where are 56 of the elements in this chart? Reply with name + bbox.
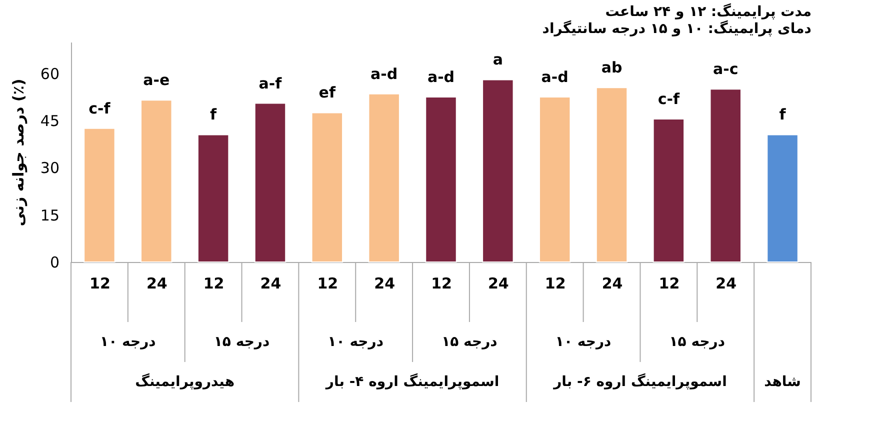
y-tick-label: 60 (40, 64, 60, 83)
text: اسموپرایمینگ اروه ۴- بار (324, 373, 500, 390)
bar (140, 100, 172, 262)
data-label: ab (601, 58, 622, 77)
x-tick-label: 12 (90, 274, 110, 292)
data-label: a-f (258, 74, 282, 92)
data-label: c-f (88, 99, 111, 118)
data-label: a-d (370, 64, 398, 83)
text: ۱۵ درجه (214, 334, 270, 350)
text: اسموپرایمینگ اروه ۶- بار (552, 373, 727, 390)
text: ۱۵ درجه (442, 334, 498, 350)
bar (311, 112, 344, 262)
text: هیدروپرایمینگ (135, 373, 235, 390)
x-tick-label: 24 (602, 274, 623, 292)
x-tick-label: 24 (260, 274, 282, 292)
x-tick-label: 24 (488, 274, 509, 292)
text: ۱۵ درجه (669, 334, 726, 350)
text: شاهد (764, 374, 801, 390)
data-label: c-f (658, 90, 680, 108)
bar (710, 88, 742, 262)
y-axis-title: درصد جوانه زنی (٪) (9, 78, 28, 226)
x-tick-label: 12 (203, 274, 224, 292)
y-tick-label: 45 (40, 112, 60, 130)
data-label: a-e (143, 71, 170, 90)
x-tick-label: 24 (146, 274, 168, 292)
text: ۱۰ درجه (555, 334, 612, 350)
chart-title: مدت پرایمینگ: ۱۲ و ۲۴ ساعت (605, 3, 812, 20)
data-label: a (492, 50, 503, 69)
text: ۱۰ درجه (328, 334, 384, 350)
y-tick-label: 30 (40, 159, 60, 178)
x-tick-label: 12 (431, 274, 452, 292)
x-tick-label: 12 (544, 274, 566, 292)
data-label: a-c (712, 60, 738, 78)
bar (482, 79, 514, 262)
y-tick-label: 0 (50, 254, 60, 272)
x-tick-label: 24 (716, 274, 737, 292)
y-tick-label: 15 (40, 206, 60, 224)
data-label: a-d (427, 68, 455, 86)
bar (425, 96, 457, 262)
text: ۱۰ درجه (100, 334, 156, 350)
chart-subtitle: دمای پرایمینگ: ۱۰ و ۱۵ درجه سانتیگراد (542, 20, 812, 37)
bar (368, 93, 400, 262)
bar (254, 102, 286, 262)
bar (596, 87, 628, 262)
x-tick-label: 24 (374, 274, 396, 292)
data-label: a-d (541, 68, 568, 86)
bar (84, 128, 116, 262)
x-tick-label: 12 (658, 274, 680, 292)
bar (538, 96, 571, 262)
x-tick-label: 12 (317, 274, 338, 292)
bar (766, 134, 798, 262)
data-label: ef (318, 84, 336, 102)
bar (652, 118, 685, 262)
bar (197, 134, 230, 262)
data-label: f (210, 106, 218, 124)
data-label: f (779, 106, 786, 124)
